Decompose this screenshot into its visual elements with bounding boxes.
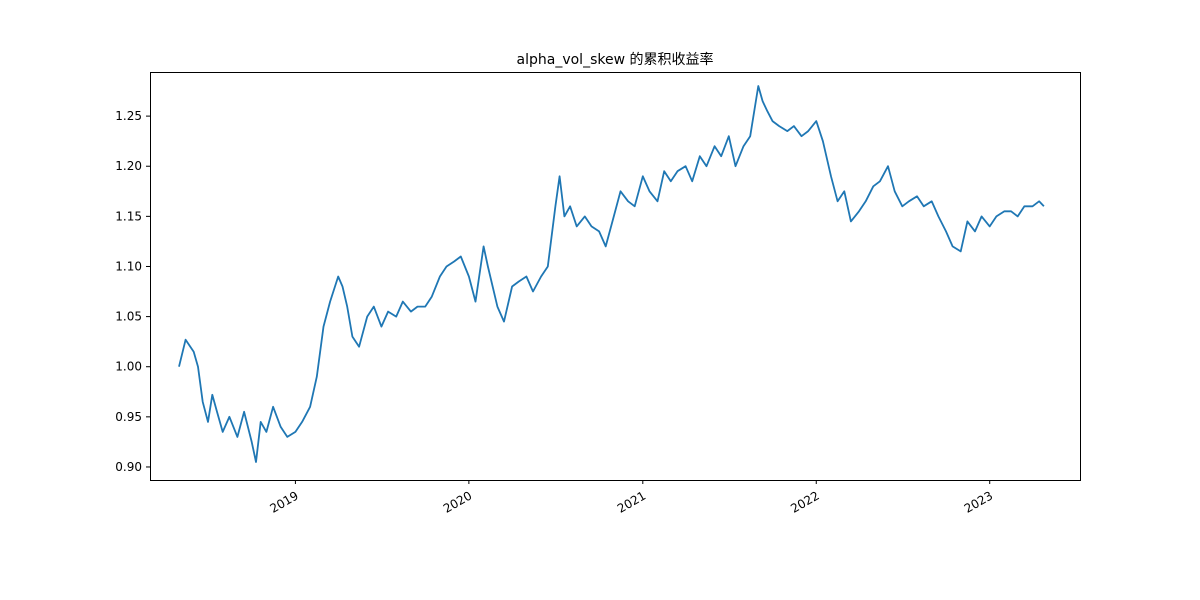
y-tick-label-0: 0.90 [115,460,142,474]
y-tick-label-7: 1.25 [115,109,142,123]
chart-title: alpha_vol_skew 的累积收益率 [517,51,714,68]
plot-frame [150,72,1081,481]
y-tick-label-4: 1.10 [115,259,142,273]
y-tick-label-2: 1.00 [115,360,142,374]
y-tick-label-3: 1.05 [115,310,142,324]
series-line-0 [178,85,1045,463]
y-tick-label-1: 0.95 [115,410,142,424]
y-tick-label-6: 1.20 [115,159,142,173]
y-axis: 0.90 0.95 1.00 1.05 1.10 1.15 1.20 1.25 [115,109,150,474]
y-tick-label-5: 1.15 [115,209,142,223]
plot-area [178,85,1045,463]
